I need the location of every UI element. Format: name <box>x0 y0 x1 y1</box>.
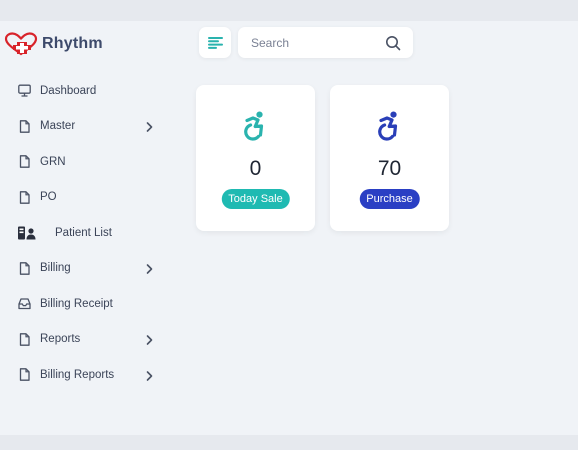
monitor-icon <box>17 84 31 98</box>
sidebar-item-label: Billing Receipt <box>40 297 113 310</box>
sidebar-item-reports[interactable]: Reports <box>0 322 180 358</box>
accessible-icon <box>244 111 264 141</box>
patient-list-icon <box>17 226 37 240</box>
sidebar-item-billing[interactable]: Billing <box>0 251 180 287</box>
today-sale-value: 0 <box>249 157 262 180</box>
footer-bar <box>0 435 578 450</box>
file-icon <box>17 368 31 382</box>
menu-toggle-button[interactable] <box>199 27 231 58</box>
search-input[interactable] <box>251 35 386 50</box>
sidebar-item-label: Billing Reports <box>40 368 115 381</box>
chevron-right-icon[interactable] <box>145 369 154 381</box>
top-bar <box>0 0 578 21</box>
sidebar-item-label: GRN <box>40 155 66 168</box>
sidebar: Dashboard Master GRN PO Patient List Bil… <box>0 73 180 393</box>
sidebar-item-dashboard[interactable]: Dashboard <box>0 73 180 109</box>
chevron-right-icon[interactable] <box>145 120 154 133</box>
chevron-right-icon[interactable] <box>145 333 154 346</box>
file-icon <box>17 261 31 275</box>
file-icon <box>17 155 31 169</box>
inbox-icon <box>17 297 31 311</box>
purchase-badge: Purchase <box>359 189 420 209</box>
menu-lines-icon <box>207 36 223 49</box>
sidebar-item-label: Reports <box>40 333 81 346</box>
app-name: Rhythm <box>42 35 103 52</box>
sidebar-item-billing-reports[interactable]: Billing Reports <box>0 357 180 393</box>
sidebar-item-billing-receipt[interactable]: Billing Receipt <box>0 286 180 322</box>
heart-cross-icon <box>4 32 38 56</box>
search-box <box>238 27 413 58</box>
file-icon <box>17 119 31 133</box>
file-icon <box>17 190 31 204</box>
sidebar-item-label: Billing <box>40 262 71 275</box>
app-logo[interactable]: Rhythm <box>4 32 103 56</box>
sidebar-item-patient-list[interactable]: Patient List <box>0 215 180 251</box>
purchase-card[interactable]: 70 Purchase <box>330 85 449 231</box>
sidebar-item-label: Patient List <box>55 226 112 239</box>
sidebar-item-grn[interactable]: GRN <box>0 144 180 180</box>
search-icon[interactable] <box>385 35 401 51</box>
today-sale-badge: Today Sale <box>221 189 290 209</box>
sidebar-item-master[interactable]: Master <box>0 109 180 145</box>
file-icon <box>17 332 31 346</box>
sidebar-item-label: Master <box>40 120 76 133</box>
sidebar-item-label: PO <box>40 191 57 204</box>
purchase-value: 70 <box>377 157 402 180</box>
chevron-right-icon[interactable] <box>145 262 154 275</box>
sidebar-item-po[interactable]: PO <box>0 180 180 216</box>
accessible-icon <box>378 111 398 141</box>
sidebar-item-label: Dashboard <box>40 84 97 97</box>
today-sale-card[interactable]: 0 Today Sale <box>196 85 315 231</box>
